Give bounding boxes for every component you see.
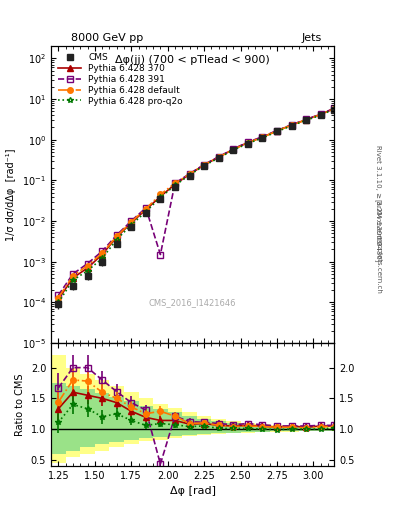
Text: [arXiv:1306.3436]: [arXiv:1306.3436] [375, 199, 381, 262]
Text: Jets: Jets [302, 33, 322, 44]
Text: CMS_2016_I1421646: CMS_2016_I1421646 [149, 298, 236, 307]
Y-axis label: Ratio to CMS: Ratio to CMS [15, 373, 25, 436]
Y-axis label: 1/σ dσ/dΔφ  [rad⁻¹]: 1/σ dσ/dΔφ [rad⁻¹] [6, 148, 17, 241]
Text: mcplots.cern.ch: mcplots.cern.ch [375, 238, 381, 294]
Text: Δφ(jj) (700 < pTlead < 900): Δφ(jj) (700 < pTlead < 900) [115, 55, 270, 65]
Text: Rivet 3.1.10, ≥ 3.2M events: Rivet 3.1.10, ≥ 3.2M events [375, 145, 381, 244]
Legend: CMS, Pythia 6.428 370, Pythia 6.428 391, Pythia 6.428 default, Pythia 6.428 pro-: CMS, Pythia 6.428 370, Pythia 6.428 391,… [55, 51, 185, 108]
X-axis label: Δφ [rad]: Δφ [rad] [169, 486, 216, 496]
Text: 8000 GeV pp: 8000 GeV pp [71, 33, 143, 44]
